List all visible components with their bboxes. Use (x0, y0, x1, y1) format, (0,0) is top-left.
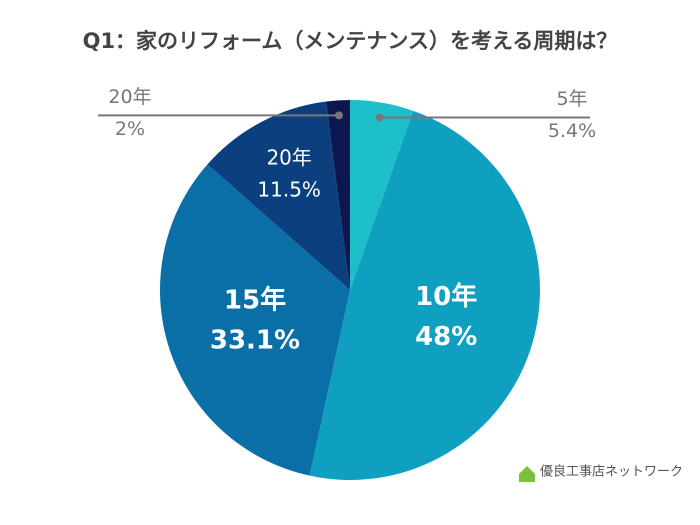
slice-category-label: 10年 (415, 281, 477, 312)
slice-value-label: 48% (415, 322, 477, 352)
pie-slice (159, 164, 350, 476)
slice-category-label: 5年 (556, 88, 587, 110)
leader-dot (375, 113, 384, 122)
slice-category-label: 20年 (266, 146, 311, 170)
pie-slice (207, 101, 350, 291)
slice-value-label: 33.1% (210, 326, 300, 356)
logo-text: 優良工事店ネットワーク (540, 464, 683, 480)
slice-value-label: 5.4% (548, 120, 596, 142)
logo: 優良工事店ネットワーク (519, 464, 683, 482)
slice-category-label: 20年 (108, 86, 151, 108)
slice-value-label: 2% (115, 118, 145, 140)
pie-slice (326, 100, 350, 290)
chart-title: Q1：家のリフォーム（メンテナンス）を考える周期は？ (83, 29, 618, 53)
pie-slice (309, 110, 541, 481)
leader-dot (335, 111, 344, 120)
slice-category-label: 15年 (224, 285, 286, 316)
logo-icon (519, 466, 535, 482)
slice-value-label: 11.5% (257, 178, 321, 202)
pie-slice (350, 100, 414, 290)
